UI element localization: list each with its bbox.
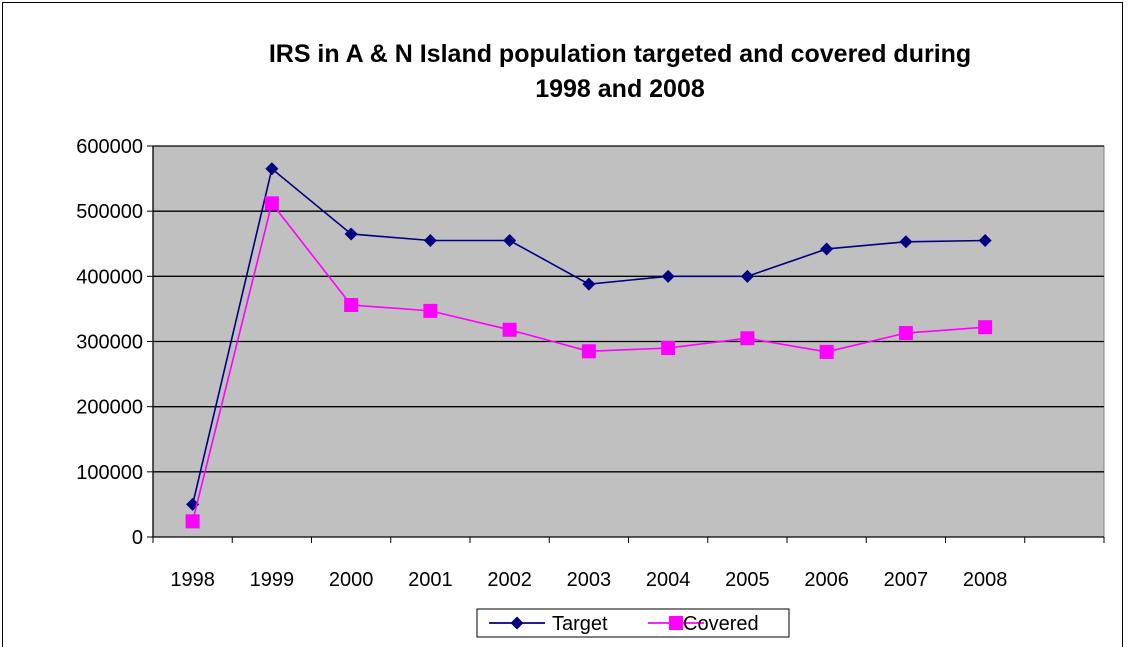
data-point	[661, 269, 675, 283]
gridlines	[153, 145, 1104, 473]
data-point	[820, 242, 834, 256]
data-point	[582, 277, 596, 291]
x-tick-label: 2006	[804, 569, 849, 591]
y-tick-label: 400000	[76, 266, 143, 288]
x-tick-label: 1999	[250, 569, 295, 591]
data-point	[899, 235, 913, 249]
x-tick-label: 2008	[963, 569, 1008, 591]
data-point	[978, 320, 993, 335]
data-point	[185, 514, 200, 529]
x-tick-label: 2001	[408, 569, 453, 591]
chart-title-line1: IRS in A & N Island population targeted …	[269, 40, 971, 68]
x-tick-label: 2002	[487, 569, 532, 591]
x-axis-ticks: 1998 1999 2000 2001 2002 2003 2004 2005 2006 2007…	[152, 537, 1105, 591]
data-point	[503, 233, 517, 247]
data-point	[344, 227, 358, 241]
x-tick-label: 2005	[725, 569, 770, 591]
series-target	[186, 162, 992, 511]
data-point	[502, 322, 517, 337]
legend-item-target: Target	[489, 613, 608, 635]
x-tick-label: 2003	[567, 569, 612, 591]
y-tick-label: 600000	[76, 136, 143, 158]
data-point	[423, 233, 437, 247]
y-tick-label: 300000	[76, 332, 143, 354]
legend-marker	[669, 616, 683, 630]
data-point	[740, 331, 755, 346]
x-tick-label: 2004	[646, 569, 691, 591]
x-tick-label: 1998	[170, 569, 215, 591]
data-point	[978, 233, 992, 247]
data-point	[740, 269, 754, 283]
data-point	[661, 341, 676, 356]
series-covered	[185, 196, 993, 529]
y-tick-label: 0	[132, 527, 143, 549]
y-axis-ticks: 0 100000 200000 300000 400000 500000 600000	[76, 136, 153, 549]
legend: Target Covered	[476, 608, 790, 638]
y-tick-label: 100000	[76, 462, 143, 484]
legend-label: Covered	[683, 613, 759, 635]
chart-title-line2: 1998 and 2008	[535, 75, 705, 103]
series-layer	[185, 162, 993, 529]
data-point	[344, 298, 359, 313]
data-point	[423, 303, 438, 318]
data-point	[264, 196, 279, 211]
legend-marker	[510, 616, 524, 630]
legend-item-covered: Covered	[648, 613, 759, 635]
data-point	[819, 344, 834, 359]
data-point	[581, 344, 596, 359]
data-point	[898, 326, 913, 341]
x-tick-label: 2007	[884, 569, 929, 591]
x-tick-label: 2000	[329, 569, 374, 591]
y-tick-label: 500000	[76, 201, 143, 223]
data-point	[265, 162, 279, 176]
y-tick-label: 200000	[76, 397, 143, 419]
legend-label: Target	[552, 613, 608, 635]
